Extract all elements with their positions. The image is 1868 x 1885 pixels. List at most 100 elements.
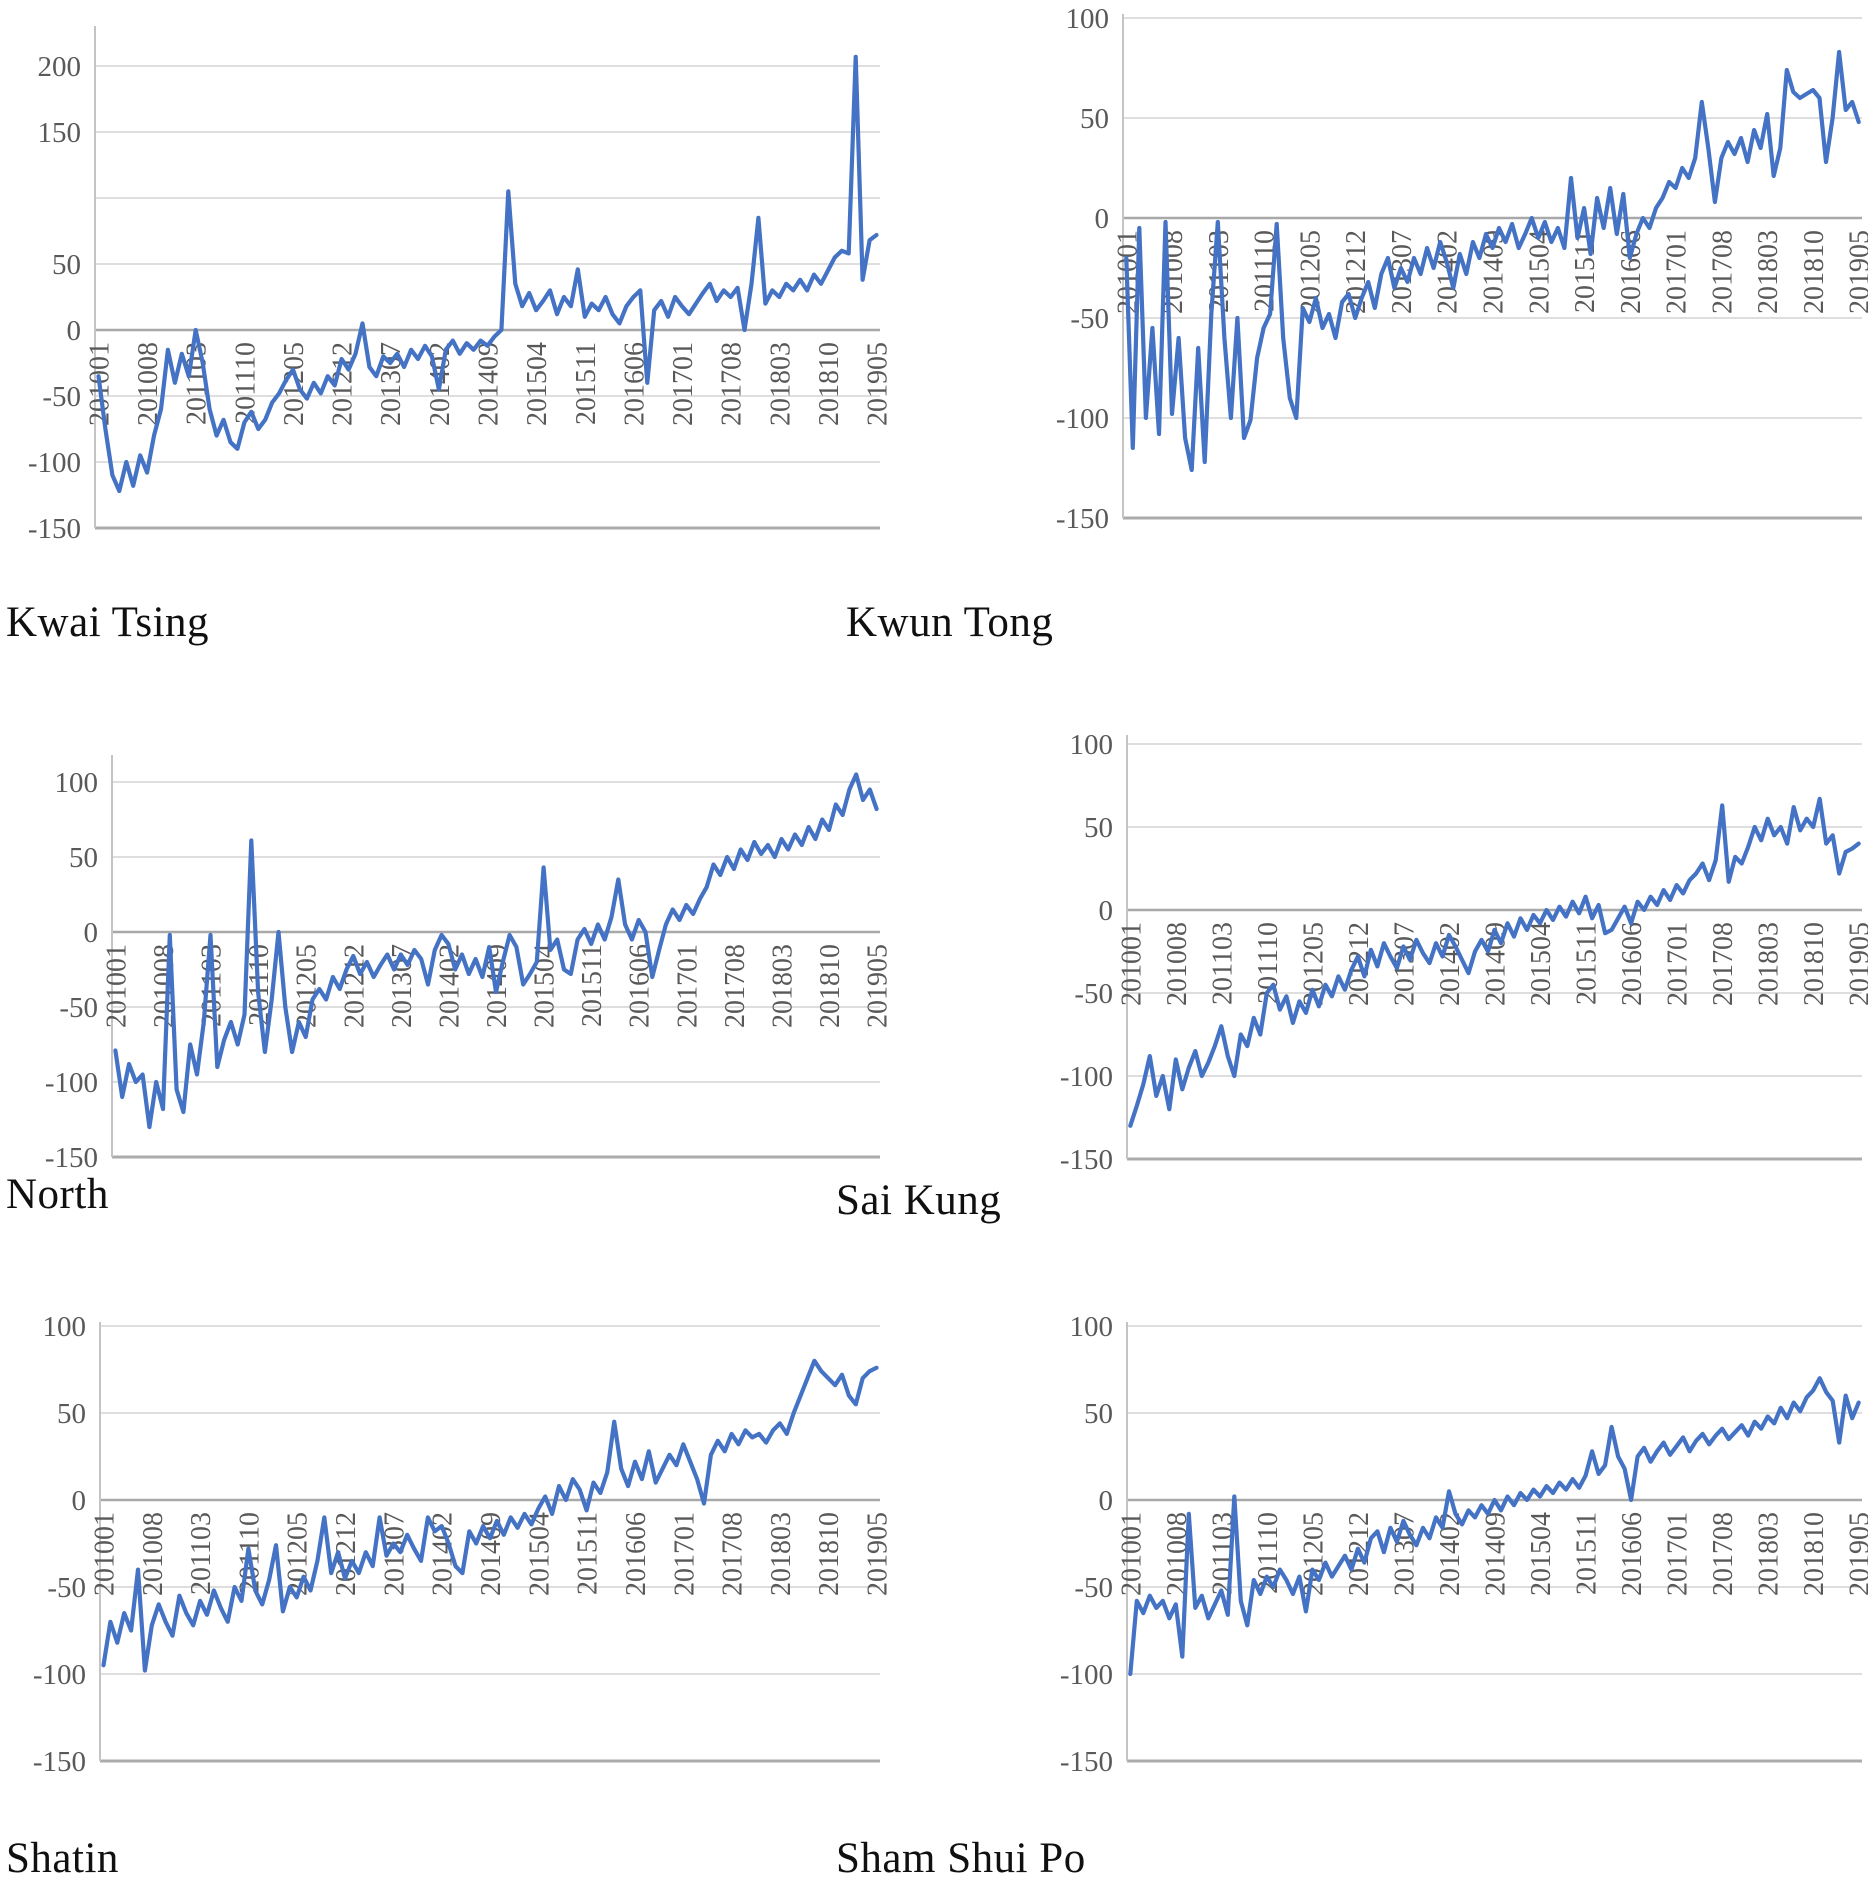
- x-tick-label: 201504: [530, 944, 561, 1028]
- y-tick-label: -150: [1060, 1746, 1113, 1778]
- chart-title-sai-kung: Sai Kung: [836, 1177, 1002, 1224]
- x-tick-label: 201606: [1617, 922, 1648, 1006]
- x-tick-label: 201803: [1753, 230, 1784, 314]
- x-tick-label: 201803: [767, 944, 798, 1028]
- chart-title-sham-shui-po: Sham Shui Po: [836, 1835, 1086, 1882]
- data-line: [113, 772, 879, 1130]
- data-line: [1128, 1376, 1861, 1677]
- y-tick-label: -150: [45, 1142, 98, 1174]
- y-tick-label: 50: [1080, 103, 1109, 135]
- data-line: [1128, 796, 1861, 1128]
- y-tick-label: 0: [72, 1485, 87, 1517]
- x-tick-label: 201504: [1526, 1512, 1557, 1596]
- y-tick-label: 200: [38, 51, 82, 83]
- x-tick-label: 201701: [672, 944, 703, 1028]
- y-tick-label: 150: [38, 117, 82, 149]
- x-tick-label: 201708: [720, 944, 751, 1028]
- y-tick-label: -100: [1060, 1659, 1113, 1691]
- y-tick-label: -100: [33, 1659, 86, 1691]
- y-tick-label: 100: [43, 1311, 87, 1343]
- y-tick-label: -100: [1060, 1061, 1113, 1093]
- y-tick-label: -50: [59, 992, 98, 1024]
- x-tick-label: 201103: [1207, 922, 1238, 1005]
- chart-title-kwai-tsing: Kwai Tsing: [6, 599, 210, 646]
- x-tick-label: 201701: [1663, 922, 1694, 1006]
- x-tick-label: 201708: [1708, 922, 1739, 1006]
- x-tick-label: 201511: [571, 342, 602, 425]
- y-tick-label: 50: [1084, 1398, 1113, 1430]
- y-tick-label: -100: [45, 1067, 98, 1099]
- y-tick-label: 50: [57, 1398, 86, 1430]
- y-tick-label: 50: [1084, 812, 1113, 844]
- x-tick-label: 201905: [863, 1512, 894, 1596]
- x-tick-label: 201803: [1754, 922, 1785, 1006]
- y-tick-label: 100: [1070, 729, 1114, 761]
- y-tick-label: 0: [67, 315, 82, 347]
- y-tick-label: -150: [1060, 1144, 1113, 1176]
- x-tick-label: 201905: [1845, 230, 1868, 314]
- x-tick-label: 201803: [765, 342, 796, 426]
- x-tick-label: 201307: [379, 1512, 410, 1596]
- x-tick-label: 201511: [1572, 1512, 1603, 1595]
- x-tick-label: 201409: [476, 1512, 507, 1596]
- x-tick-label: 201008: [138, 1512, 169, 1596]
- y-tick-label: -100: [28, 447, 81, 479]
- x-tick-label: 201001: [89, 1512, 120, 1596]
- x-tick-label: 201810: [815, 944, 846, 1028]
- x-tick-label: 201409: [1481, 1512, 1512, 1596]
- x-tick-label: 201511: [1572, 922, 1603, 1005]
- x-tick-label: 201001: [101, 944, 132, 1028]
- x-tick-label: 201511: [577, 944, 608, 1027]
- x-tick-label: 201212: [1341, 230, 1372, 314]
- y-tick-label: 100: [1066, 3, 1110, 35]
- x-tick-label: 201905: [1845, 922, 1868, 1006]
- x-tick-label: 201110: [230, 342, 261, 424]
- data-line: [101, 1358, 879, 1673]
- x-tick-label: 201803: [1754, 1512, 1785, 1596]
- y-tick-label: -50: [1074, 1572, 1113, 1604]
- y-tick-label: 100: [1070, 1311, 1114, 1343]
- x-tick-label: 201511: [573, 1512, 604, 1595]
- x-tick-label: 201205: [1295, 230, 1326, 314]
- x-tick-label: 201708: [717, 342, 748, 426]
- x-tick-label: 201701: [1662, 230, 1693, 314]
- y-tick-label: 0: [1099, 895, 1114, 927]
- x-tick-label: 201803: [766, 1512, 797, 1596]
- x-tick-label: 201810: [814, 1512, 845, 1596]
- x-tick-label: 201810: [1799, 230, 1830, 314]
- y-tick-label: 0: [84, 917, 99, 949]
- y-tick-label: -50: [47, 1572, 86, 1604]
- chart-title-kwun-tong: Kwun Tong: [846, 599, 1054, 646]
- x-tick-label: 201708: [718, 1512, 749, 1596]
- x-tick-label: 201504: [1526, 922, 1557, 1006]
- x-tick-label: 201905: [863, 342, 894, 426]
- x-tick-label: 201606: [1616, 230, 1647, 314]
- x-tick-label: 201504: [524, 1512, 555, 1596]
- x-tick-label: 201810: [1799, 1512, 1830, 1596]
- x-tick-label: 201504: [1524, 230, 1555, 314]
- x-tick-label: 201905: [863, 944, 894, 1028]
- x-tick-label: 201606: [1617, 1512, 1648, 1596]
- x-tick-label: 201504: [522, 342, 553, 426]
- x-tick-label: 201708: [1707, 230, 1738, 314]
- chart-title-shatin: Shatin: [6, 1835, 119, 1882]
- x-tick-label: 201103: [182, 342, 213, 425]
- x-tick-label: 201001: [1116, 1512, 1147, 1596]
- y-tick-label: -150: [28, 513, 81, 545]
- chart-title-north: North: [6, 1171, 109, 1218]
- data-line: [1124, 49, 1861, 473]
- x-tick-label: 201810: [814, 342, 845, 426]
- x-tick-label: 201103: [186, 1512, 217, 1595]
- x-tick-label: 201701: [669, 1512, 700, 1596]
- y-tick-label: -50: [1074, 978, 1113, 1010]
- y-tick-label: 0: [1095, 203, 1110, 235]
- y-tick-label: 100: [55, 767, 99, 799]
- y-tick-label: -100: [1056, 403, 1109, 435]
- x-tick-label: 201001: [1116, 922, 1147, 1006]
